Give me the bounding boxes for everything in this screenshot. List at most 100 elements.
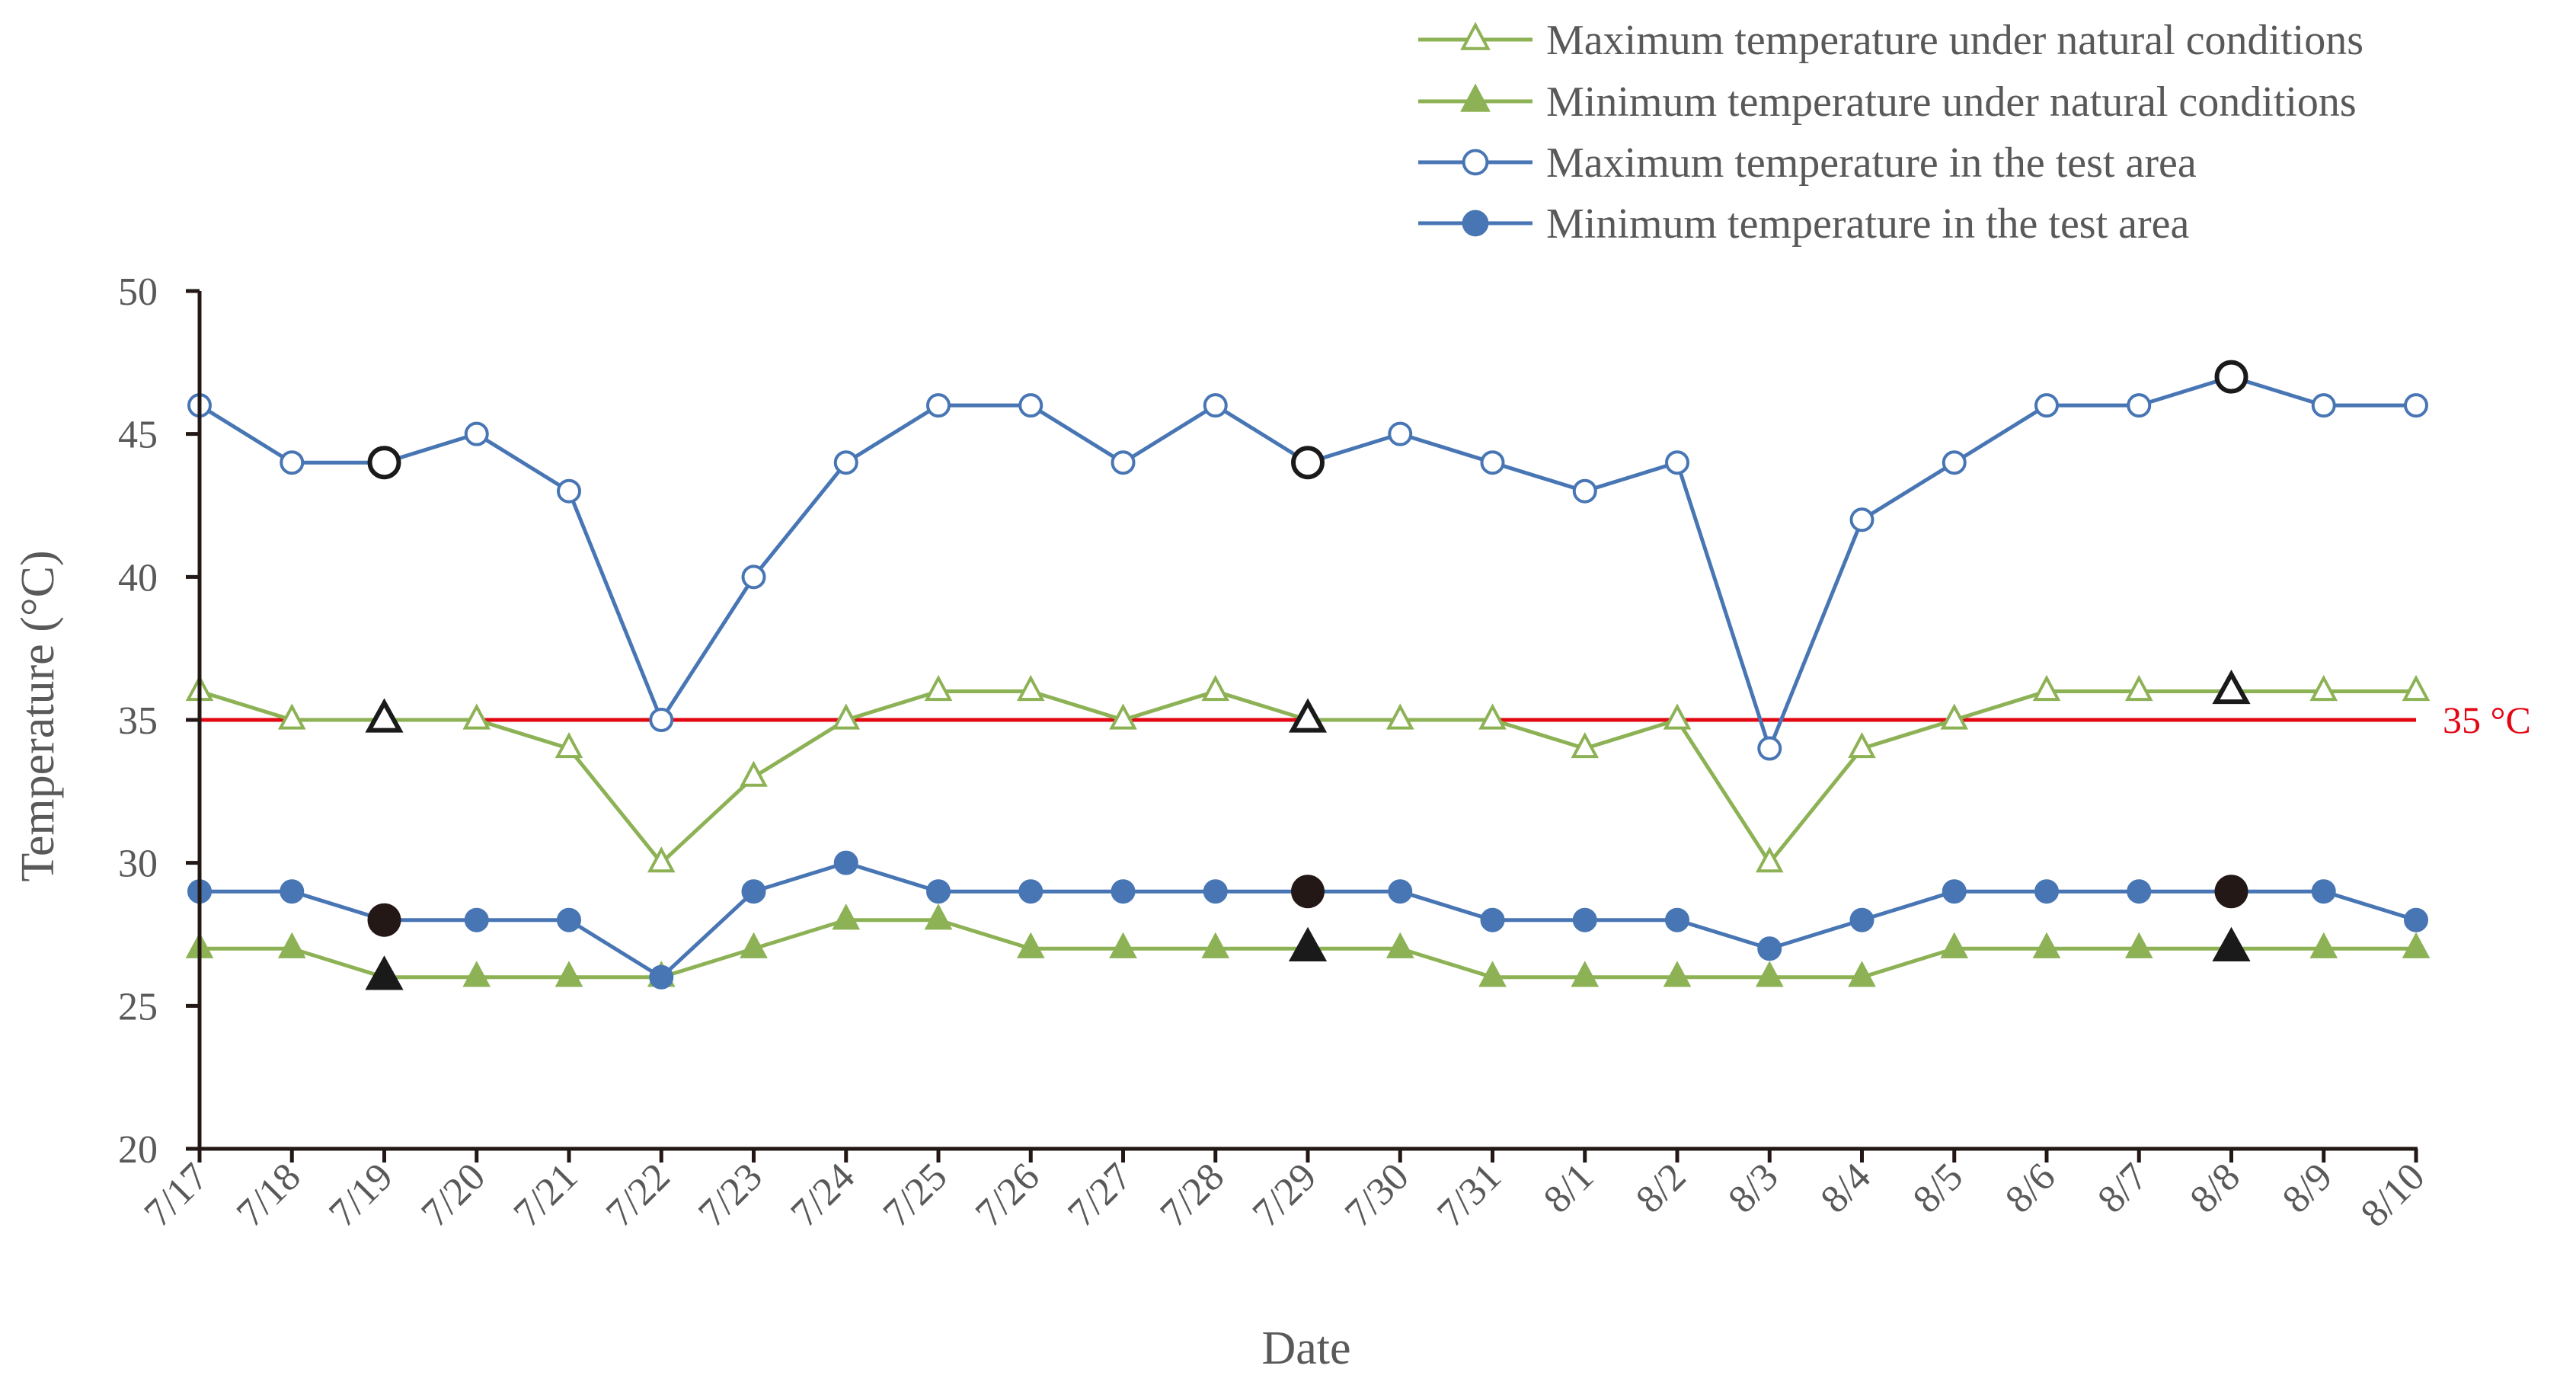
data-point — [647, 846, 676, 873]
legend-label: Maximum temperature under natural condit… — [1546, 17, 2363, 64]
series-4 — [187, 850, 2428, 990]
legend-marker — [1460, 83, 1491, 112]
data-point — [1663, 703, 1692, 730]
data-point — [741, 879, 766, 904]
data-point — [1291, 875, 1325, 909]
legend-label: Minimum temperature under natural condit… — [1546, 78, 2357, 126]
data-point — [1288, 698, 1328, 733]
data-point — [1388, 421, 1413, 446]
data-point — [1665, 907, 1689, 932]
x-tick-label: 8/9 — [2274, 1155, 2341, 1221]
x-tick-label: 8/5 — [1905, 1155, 1971, 1221]
x-tick-label: 8/1 — [1536, 1155, 1602, 1221]
data-point — [1109, 703, 1137, 730]
data-point — [557, 907, 581, 932]
data-point — [740, 932, 768, 958]
data-point — [1018, 879, 1044, 904]
data-point — [1288, 926, 1328, 961]
data-point — [741, 564, 766, 590]
data-point — [2124, 932, 2153, 958]
data-point — [365, 698, 404, 733]
data-point — [833, 450, 858, 475]
data-point — [1849, 507, 1874, 532]
x-tick-label: 7/20 — [414, 1155, 494, 1236]
y-tick-label: 20 — [118, 1128, 158, 1172]
y-tick-label: 50 — [118, 270, 158, 314]
x-tick-label: 7/26 — [967, 1155, 1048, 1236]
data-point — [2402, 674, 2431, 702]
legend-label: Minimum temperature in the test area — [1546, 200, 2190, 248]
legend-marker — [1462, 149, 1489, 176]
data-point — [367, 903, 401, 937]
data-point — [2214, 875, 2248, 909]
data-point — [1291, 446, 1325, 480]
data-point — [1942, 450, 1967, 475]
y-tick-label: 45 — [118, 414, 158, 457]
data-point — [649, 708, 674, 732]
data-point — [2124, 674, 2153, 702]
legend-item-2: Minimum temperature under natural condit… — [1418, 78, 2357, 126]
legend-label: Maximum temperature in the test area — [1546, 139, 2197, 187]
y-tick-label: 30 — [118, 843, 158, 886]
x-tick-label: 7/22 — [598, 1155, 679, 1236]
data-point — [832, 703, 861, 730]
data-point — [365, 955, 404, 990]
data-point — [1016, 932, 1045, 958]
data-point — [280, 879, 305, 904]
data-point — [1940, 703, 1969, 730]
x-axis-title: Date — [1261, 1322, 1350, 1374]
data-point — [1109, 932, 1137, 958]
x-tick-label: 7/25 — [875, 1155, 956, 1236]
data-point — [2034, 393, 2059, 418]
data-point — [740, 760, 768, 787]
legend-item-3: Maximum temperature in the test area — [1418, 139, 2197, 187]
x-tick-label: 8/6 — [1997, 1155, 2063, 1221]
series-layer — [185, 360, 2431, 990]
y-tick-label: 25 — [118, 985, 158, 1028]
data-point — [924, 674, 953, 702]
x-tick-label: 7/30 — [1337, 1155, 1417, 1236]
data-point — [2127, 879, 2152, 904]
x-tick-label: 7/28 — [1152, 1155, 1233, 1236]
x-tick-label: 7/24 — [783, 1155, 864, 1236]
legend-marker — [1460, 21, 1491, 50]
data-point — [464, 421, 489, 446]
data-point — [1478, 703, 1507, 730]
y-axis-title: Temperature (°C) — [12, 550, 64, 881]
x-tick-label: 7/29 — [1245, 1155, 1325, 1236]
reference-line-label: 35 °C — [2443, 699, 2531, 741]
data-point — [1385, 932, 1414, 958]
data-point — [367, 446, 401, 480]
series-2 — [185, 903, 2431, 990]
data-point — [1480, 450, 1505, 475]
x-tick-label: 7/19 — [321, 1155, 401, 1236]
data-point — [2404, 907, 2428, 932]
legend: Maximum temperature under natural condit… — [1418, 17, 2363, 248]
data-point — [1201, 674, 1230, 702]
data-point — [1849, 907, 1874, 932]
data-point — [1572, 478, 1597, 504]
data-point — [1018, 393, 1044, 418]
data-point — [555, 961, 583, 987]
x-tick-label: 8/3 — [1720, 1155, 1786, 1221]
data-point — [1663, 961, 1692, 987]
data-point — [1571, 731, 1600, 759]
data-point — [1940, 932, 1969, 958]
data-point — [2034, 879, 2059, 904]
x-tick-label: 8/10 — [2353, 1155, 2434, 1236]
x-tick-label: 7/23 — [690, 1155, 771, 1236]
data-point — [557, 478, 581, 504]
data-point — [1942, 879, 1967, 904]
data-point — [1572, 907, 1597, 932]
legend-marker — [1462, 209, 1489, 237]
data-point — [277, 703, 306, 730]
legend-item-4: Minimum temperature in the test area — [1418, 200, 2190, 248]
x-tick-label: 7/21 — [506, 1155, 586, 1236]
data-point — [1388, 879, 1413, 904]
data-point — [1480, 907, 1505, 932]
data-point — [833, 850, 858, 875]
data-point — [464, 907, 489, 932]
x-tick-label: 8/2 — [1628, 1155, 1694, 1221]
